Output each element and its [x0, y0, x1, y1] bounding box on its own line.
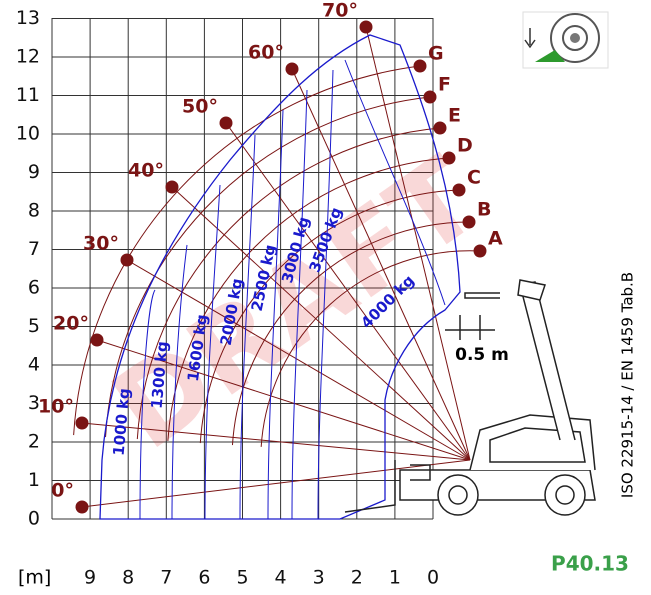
curve-marker	[414, 60, 427, 73]
y-tick-label: 0	[28, 508, 40, 530]
angle-label: 40°	[128, 160, 164, 182]
y-tick-label: 7	[28, 238, 40, 260]
x-tick-label: 5	[236, 567, 248, 589]
load-chart: DRAFT 0.5 m ISO 22915-14 / EN 1459 Tab.B…	[0, 0, 651, 595]
x-tick-label: 4	[275, 567, 287, 589]
y-tick-label: 13	[16, 7, 40, 29]
angle-marker	[360, 21, 373, 34]
curve-marker	[424, 91, 437, 104]
curve-marker	[434, 122, 447, 135]
x-tick-label: 0	[427, 567, 439, 589]
angle-label: 10°	[38, 396, 74, 418]
x-tick-label: 3	[313, 567, 325, 589]
angle-marker	[76, 501, 89, 514]
angle-marker	[166, 181, 179, 194]
angle-label: 70°	[322, 0, 358, 22]
angle-label: 50°	[182, 96, 218, 118]
angle-marker	[76, 417, 89, 430]
curve-label: D	[457, 135, 473, 157]
y-tick-label: 12	[16, 46, 40, 68]
angle-label: 20°	[53, 313, 89, 335]
curve-label: G	[428, 43, 444, 65]
angle-marker	[91, 334, 104, 347]
curve-marker	[453, 184, 466, 197]
y-tick-label: 9	[28, 161, 40, 183]
curve-label: B	[477, 199, 491, 221]
dimension-label: 0.5 m	[455, 345, 509, 365]
x-tick-label: 1	[389, 567, 401, 589]
x-tick-label: 2	[351, 567, 363, 589]
angle-marker	[220, 117, 233, 130]
y-tick-label: 1	[28, 469, 40, 491]
model: P40.13	[551, 552, 629, 576]
curve-marker	[463, 216, 476, 229]
x-tick-label: 6	[198, 567, 210, 589]
y-tick-label: 10	[16, 123, 40, 145]
y-tick-label: 11	[16, 84, 40, 106]
curve-marker	[474, 245, 487, 258]
x-tick-label: 8	[122, 567, 134, 589]
angle-label: 60°	[248, 42, 284, 64]
curve-label: A	[488, 228, 503, 250]
angle-marker	[121, 254, 134, 267]
x-unit: [m]	[18, 567, 51, 589]
curve-marker	[443, 152, 456, 165]
y-tick-label: 4	[28, 354, 40, 376]
y-tick-label: 6	[28, 277, 40, 299]
curve-label: C	[467, 167, 481, 189]
tyre-icon	[523, 12, 608, 68]
standard: ISO 22915-14 / EN 1459 Tab.B	[619, 272, 637, 498]
y-tick-label: 2	[28, 431, 40, 453]
curve-label: F	[438, 74, 451, 96]
x-tick-label: 7	[160, 567, 172, 589]
angle-label: 0°	[51, 480, 74, 502]
angle-label: 30°	[83, 233, 119, 255]
curve-label: E	[448, 105, 461, 127]
angle-marker	[286, 63, 299, 76]
y-tick-label: 8	[28, 200, 40, 222]
x-tick-label: 9	[84, 567, 96, 589]
y-tick-label: 5	[28, 315, 40, 337]
